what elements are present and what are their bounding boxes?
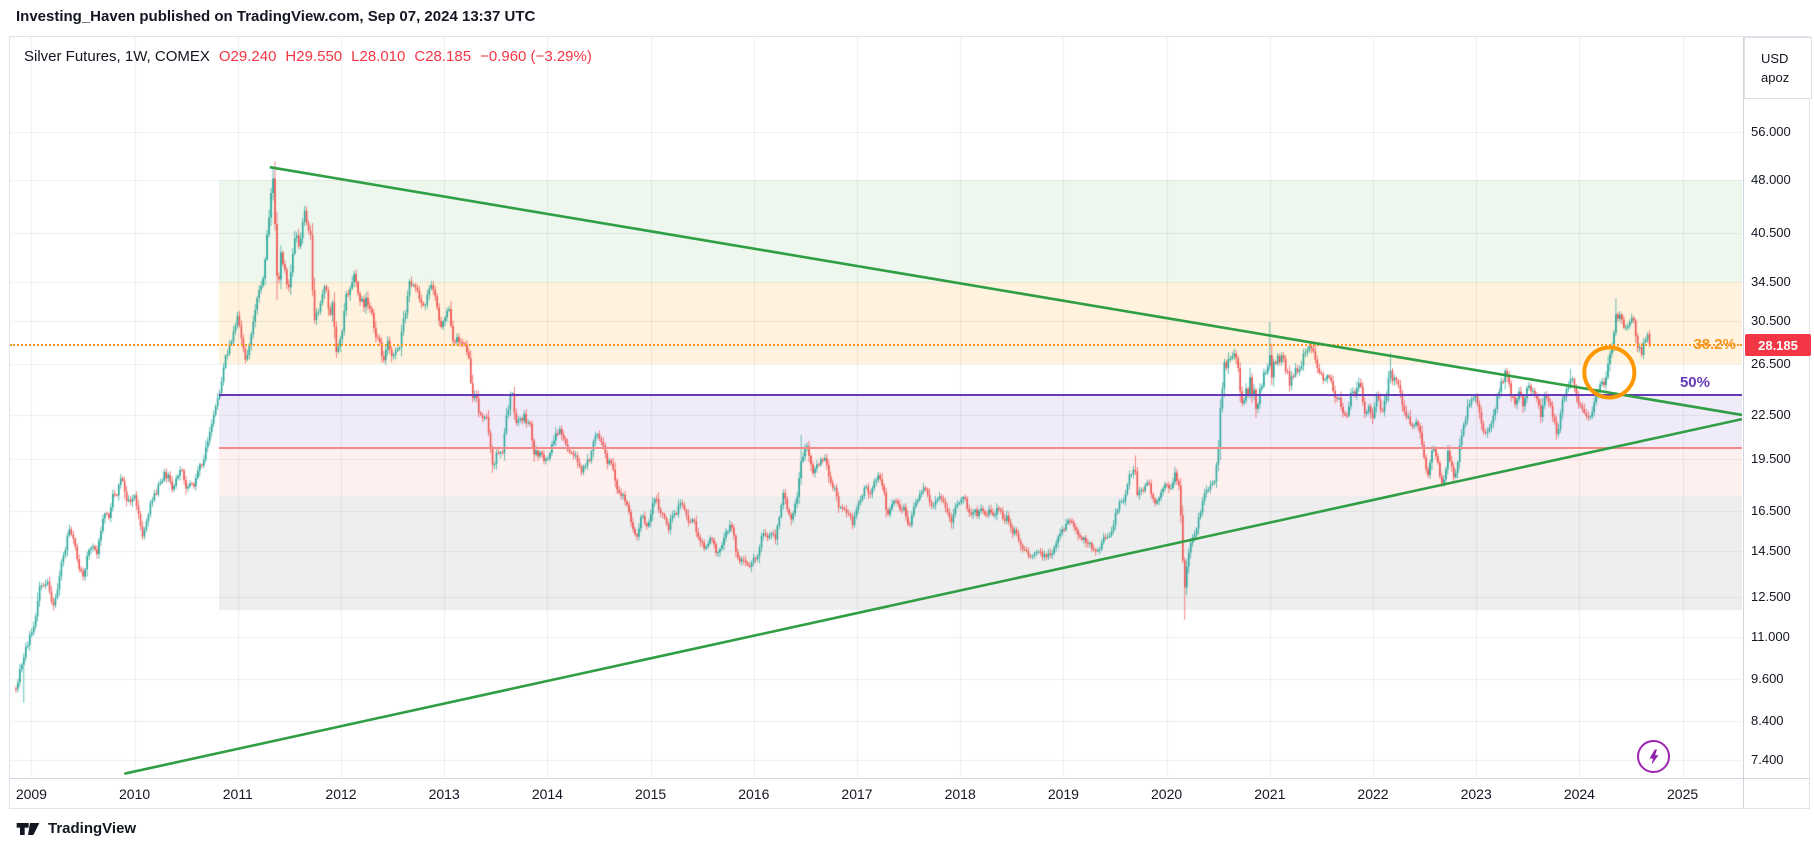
symbol-legend: Silver Futures, 1W, COMEX O29.240 H29.55…: [24, 48, 592, 65]
price-tick-label: 48.000: [1751, 171, 1791, 187]
price-tick-label: 34.500: [1751, 274, 1791, 290]
tradingview-brand-label: TradingView: [48, 820, 137, 837]
time-tick-label: 2015: [635, 786, 667, 802]
unit-currency: USD: [1761, 51, 1789, 66]
price-tick-label: 26.500: [1751, 356, 1791, 372]
tradingview-footer[interactable]: TradingView: [16, 820, 136, 837]
attribution-text: Investing_Haven published on TradingView…: [16, 8, 536, 25]
unit-box: USD apoz: [1744, 37, 1812, 99]
time-tick-label: 2016: [738, 786, 770, 802]
time-tick-label: 2012: [325, 786, 357, 802]
symbol-title[interactable]: Silver Futures, 1W, COMEX: [24, 48, 210, 65]
price-tick-label: 7.400: [1751, 752, 1784, 767]
time-tick-label: 2014: [531, 786, 563, 802]
price-tick-label: 12.500: [1751, 589, 1791, 605]
level-line-fib-50[interactable]: [219, 393, 1742, 396]
last-price-badge: 28.185: [1745, 334, 1811, 357]
level-line-fib-382[interactable]: [10, 343, 1742, 346]
price-tick-label: 19.500: [1751, 451, 1791, 467]
trendline-ascending[interactable]: [124, 417, 1743, 775]
ohlc-low: L28.010: [351, 48, 406, 65]
trendline-descending[interactable]: [269, 165, 1743, 417]
time-tick-label: 2023: [1460, 786, 1492, 802]
ohlc-high: H29.550: [285, 48, 343, 65]
level-line-support[interactable]: [219, 447, 1742, 449]
price-tick-label: 9.600: [1751, 671, 1784, 687]
price-tick-label: 16.500: [1751, 503, 1791, 519]
level-label-fib-382: 38.2%: [1693, 335, 1736, 353]
time-tick-label: 2011: [222, 786, 253, 802]
time-tick-label: 2022: [1357, 786, 1389, 802]
ohlc-change: −0.960 (−3.29%): [480, 48, 592, 65]
tradingview-logo-icon: [16, 822, 40, 835]
ohlc-close: C28.185: [414, 48, 472, 65]
time-tick-label: 2024: [1563, 786, 1595, 802]
time-tick-label: 2019: [1047, 786, 1079, 802]
price-tick-label: 40.500: [1751, 224, 1791, 240]
time-axis-line: [9, 778, 1810, 779]
time-tick-label: 2017: [841, 786, 873, 802]
time-tick-label: 2021: [1254, 786, 1286, 802]
price-tick-label: 56.000: [1751, 124, 1791, 139]
time-tick-label: 2013: [428, 786, 460, 802]
time-tick-label: 2009: [15, 786, 47, 802]
price-tick-label: 11.000: [1751, 628, 1790, 644]
time-tick-label: 2010: [119, 786, 151, 802]
time-tick-label: 2020: [1151, 786, 1183, 802]
price-tick-label: 14.500: [1751, 543, 1791, 559]
level-label-fib-50: 50%: [1679, 373, 1710, 391]
time-tick-label: 2025: [1667, 786, 1699, 802]
unit-measure: apoz: [1761, 70, 1790, 85]
breakout-highlight-circle[interactable]: [1582, 345, 1637, 400]
time-tick-label: 2018: [944, 786, 976, 802]
price-tick-label: 30.500: [1751, 312, 1791, 328]
flash-button[interactable]: [1637, 740, 1670, 773]
price-tick-label: 22.500: [1751, 406, 1791, 422]
price-tick-label: 8.400: [1751, 712, 1784, 728]
lightning-bolt-icon: [1649, 749, 1658, 764]
price-axis-separator: [1743, 36, 1744, 809]
ohlc-open: O29.240: [218, 48, 277, 65]
